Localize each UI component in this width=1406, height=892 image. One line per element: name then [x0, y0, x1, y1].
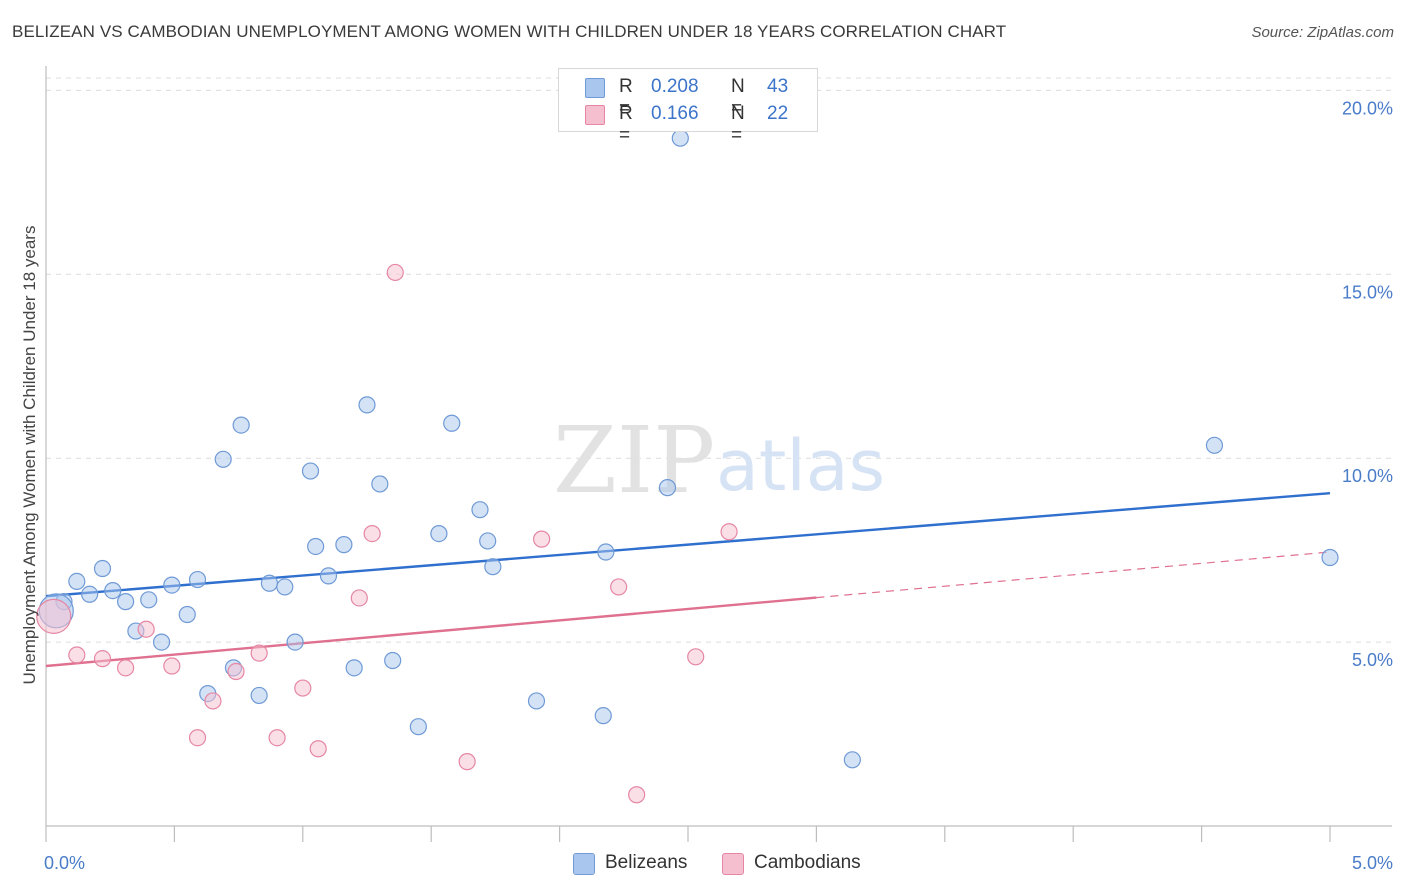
legend-label-belizeans: Belizeans	[605, 852, 688, 873]
belizean-trend-line	[45, 491, 1331, 598]
belizean-point	[384, 651, 402, 670]
legend-swatch-cambodians	[722, 853, 744, 875]
cambodian-point	[687, 648, 705, 666]
legend-n-label: N =	[731, 76, 745, 119]
cambodian-point	[137, 620, 155, 638]
watermark: ZIP atlas	[553, 407, 885, 514]
legend-label-cambodians: Cambodians	[754, 852, 861, 873]
belizean-point	[214, 450, 232, 468]
legend-n-value: 43	[767, 76, 789, 97]
belizean-point	[1321, 548, 1339, 567]
legend-swatch-belizeans	[573, 853, 595, 875]
legend-n-value: 22	[767, 103, 789, 124]
data-points	[36, 129, 1339, 804]
belizean-point	[276, 578, 294, 596]
cambodian-point	[294, 679, 312, 697]
belizean-point	[345, 659, 363, 677]
x-tick-label: 0.0%	[44, 853, 85, 873]
legend-swatch-belizeans	[585, 78, 605, 98]
belizean-point	[1205, 436, 1224, 454]
belizean-point	[286, 633, 304, 651]
watermark-zip: ZIP	[553, 407, 715, 514]
cambodian-point	[36, 598, 72, 634]
cambodian-point	[93, 650, 112, 668]
belizean-point	[152, 633, 171, 651]
belizean-point	[301, 462, 320, 480]
belizean-point	[843, 751, 861, 769]
belizean-point	[658, 479, 677, 497]
grid-lines	[46, 77, 1392, 643]
cambodian-point	[268, 729, 286, 747]
belizean-point	[117, 593, 135, 611]
belizean-point	[358, 396, 376, 414]
belizean-point	[307, 537, 325, 556]
trend-lines	[45, 491, 1331, 668]
y-tick-label: 5.0%	[1352, 650, 1393, 670]
axes	[45, 66, 1392, 842]
belizean-point	[163, 576, 181, 594]
cambodian-point	[458, 753, 476, 771]
legend-r-value: 0.166	[651, 103, 699, 124]
belizean-point	[430, 524, 448, 543]
belizean-point	[178, 605, 196, 624]
legend-r-value: 0.208	[651, 76, 699, 97]
belizean-point	[335, 536, 353, 554]
x-tick-label: 5.0%	[1352, 853, 1393, 873]
legend-n-label: N =	[731, 103, 745, 146]
cambodian-point	[204, 692, 222, 710]
cambodian-point	[350, 589, 368, 607]
y-tick-label: 15.0%	[1342, 282, 1393, 302]
cambodian-point	[386, 263, 404, 282]
belizean-point	[471, 501, 489, 519]
belizean-point	[260, 574, 279, 592]
belizean-point	[140, 591, 158, 609]
belizean-point	[409, 718, 427, 736]
cambodian-point	[610, 578, 628, 596]
cambodian-point	[227, 662, 245, 681]
x-tick-labels: 0.0% 5.0%	[44, 853, 1393, 873]
chart-title: BELIZEAN VS CAMBODIAN UNEMPLOYMENT AMONG…	[12, 22, 1007, 41]
cambodian-point	[309, 740, 327, 758]
cambodian-trend-line-extension	[816, 551, 1331, 599]
y-tick-labels: 5.0% 10.0% 15.0% 20.0%	[1342, 98, 1393, 670]
cambodian-point	[68, 646, 86, 664]
belizean-point	[484, 558, 502, 576]
watermark-atlas: atlas	[716, 425, 885, 507]
belizean-point	[68, 572, 86, 591]
cambodian-point	[720, 523, 738, 541]
belizean-point	[671, 129, 689, 147]
cambodian-trend-line	[45, 596, 817, 668]
belizean-point	[93, 559, 112, 578]
y-tick-label: 10.0%	[1342, 466, 1393, 486]
belizean-point	[371, 475, 389, 493]
legend-r-label: R =	[619, 76, 633, 119]
legend-swatch-cambodians	[585, 105, 605, 125]
belizean-point	[319, 567, 338, 585]
y-tick-label: 20.0%	[1342, 98, 1393, 118]
belizean-point	[188, 570, 207, 589]
correlation-legend: R = 0.208 N = 43 R = 0.166 N = 22	[558, 68, 818, 146]
belizean-point	[443, 414, 461, 432]
belizean-point	[232, 416, 250, 434]
cambodian-point	[188, 729, 207, 747]
y-axis-label: Unemployment Among Women with Children U…	[20, 226, 39, 685]
cambodian-point	[117, 659, 135, 677]
cambodian-point	[533, 530, 551, 548]
legend-r-label: R =	[619, 103, 633, 146]
source-credit: Source: ZipAtlas.com	[1251, 24, 1394, 41]
belizean-point	[594, 707, 612, 725]
cambodian-point	[363, 524, 381, 543]
belizean-point	[527, 692, 546, 710]
belizean-point	[81, 585, 99, 603]
belizean-point	[597, 543, 615, 561]
cambodian-point	[163, 657, 181, 675]
belizean-point	[250, 686, 268, 705]
belizean-point	[104, 582, 122, 600]
cambodian-point	[250, 644, 268, 662]
belizean-point	[479, 532, 497, 550]
cambodian-point	[628, 786, 646, 804]
